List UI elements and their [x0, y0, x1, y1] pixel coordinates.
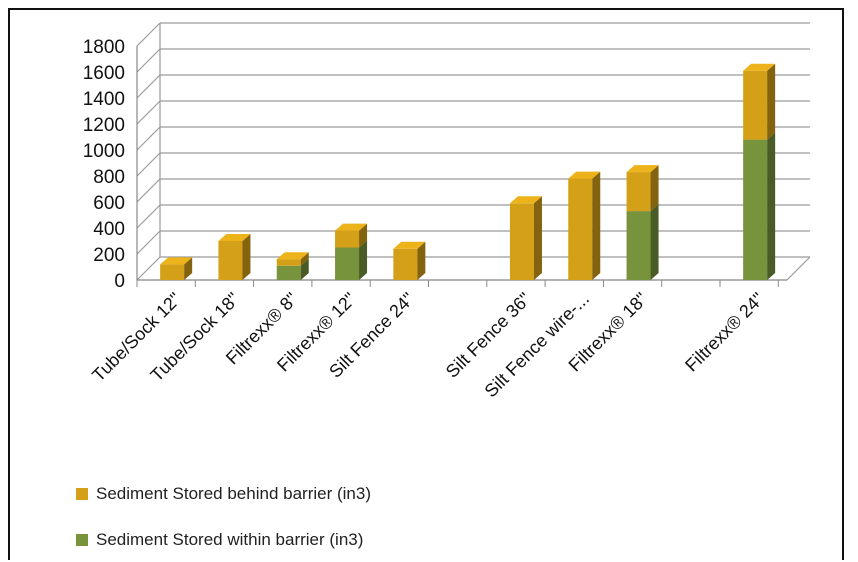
chart-frame: 0 200 400 600 800 1000 1200 1400 1600 1800 Tube/So…: [8, 8, 844, 560]
bar-top: [743, 63, 776, 71]
floor-edge: [786, 256, 811, 281]
legend-item-within: Sediment Stored within barrier (in3): [76, 530, 363, 550]
bar-top: [335, 223, 368, 231]
bar-behind: [743, 70, 768, 140]
bar-top: [626, 165, 659, 173]
gridline-side: [136, 74, 161, 99]
bar-behind: [393, 248, 418, 280]
legend-label-within: Sediment Stored within barrier (in3): [96, 530, 364, 549]
chart-plot: 020040060080010001200140016001800Tube/So…: [83, 22, 811, 401]
bar-side: [533, 196, 542, 280]
bar-side: [417, 241, 426, 280]
bar-behind: [276, 259, 301, 266]
gridline-side: [136, 178, 161, 203]
gridline-side: [136, 256, 161, 281]
bar-behind: [509, 203, 534, 280]
gridline-side: [136, 100, 161, 125]
bar-side: [592, 171, 601, 280]
bar-within: [276, 265, 301, 280]
y-tick-label: 1200: [83, 115, 125, 136]
bar-side: [300, 252, 309, 266]
bar-side: [359, 223, 368, 248]
y-tick-label: 1400: [83, 89, 125, 110]
bar-within: [743, 139, 768, 280]
bar-within: [335, 247, 360, 280]
bar-side: [650, 204, 659, 280]
x-tick-label: Filtrexx® 24": [681, 289, 768, 376]
legend-swatch-behind: [76, 488, 88, 500]
bar-behind: [626, 172, 651, 212]
gridline-side: [136, 126, 161, 151]
bar-top: [218, 234, 251, 241]
bar-behind: [218, 241, 243, 280]
y-tick-label: 1000: [83, 141, 125, 162]
bar-side: [359, 240, 368, 280]
y-tick-label: 400: [93, 219, 125, 240]
bar-side: [300, 258, 309, 280]
y-tick-label: 800: [93, 167, 125, 188]
legend-label-behind: Sediment Stored behind barrier (in3): [96, 484, 371, 503]
bar-top: [393, 241, 426, 249]
bar-behind: [160, 264, 185, 280]
bar-side: [650, 165, 659, 212]
bar-side: [767, 63, 776, 140]
gridline-side: [136, 48, 161, 73]
gridline-side: [136, 230, 161, 255]
bar-top: [568, 171, 601, 179]
gridline-side: [136, 152, 161, 177]
legend-swatch-within: [76, 534, 88, 546]
bar-top: [276, 252, 309, 260]
gridline-side: [136, 22, 161, 47]
bar-side: [184, 257, 193, 280]
bar-top: [160, 257, 193, 265]
bar-within: [626, 211, 651, 280]
bar-side: [242, 234, 251, 280]
bar-behind: [568, 178, 593, 280]
y-tick-label: 600: [93, 193, 125, 214]
y-tick-label: 1600: [83, 63, 125, 84]
y-tick-label: 1800: [83, 37, 125, 58]
bar-behind: [335, 230, 360, 248]
y-tick-label: 200: [93, 245, 125, 266]
x-tick-label: Silt Fence wire-...: [481, 289, 593, 401]
bar-side: [767, 132, 776, 280]
bar-top: [509, 196, 542, 204]
y-tick-label: 0: [114, 271, 125, 292]
gridline-side: [136, 204, 161, 229]
legend-item-behind: Sediment Stored behind barrier (in3): [76, 484, 371, 504]
